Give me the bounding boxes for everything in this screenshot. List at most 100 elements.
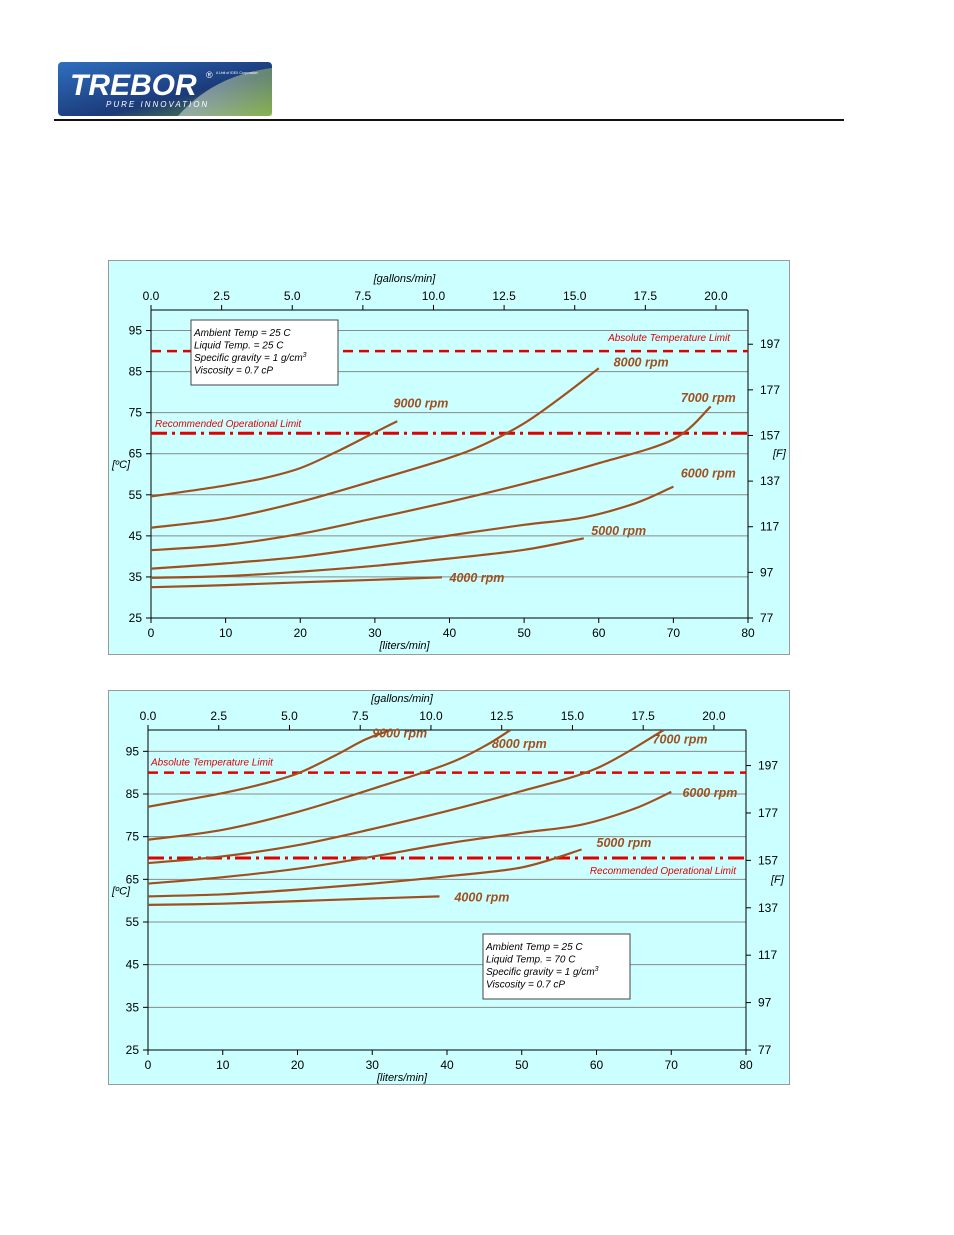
series-group bbox=[150, 367, 712, 589]
condition-note: Ambient Temp = 25 C bbox=[193, 328, 291, 339]
logo-registered: ® bbox=[206, 70, 213, 80]
logo-tagline: PURE INNOVATION bbox=[106, 100, 209, 109]
top-tick-label: 12.5 bbox=[492, 289, 516, 303]
y2-tick-label: 157 bbox=[758, 853, 778, 867]
x-tick-label: 30 bbox=[366, 1058, 380, 1072]
condition-note: Specific gravity = 1 g/cm3 bbox=[486, 966, 599, 978]
condition-note: Ambient Temp = 25 C bbox=[485, 942, 583, 953]
top-tick-label: 2.5 bbox=[213, 289, 230, 303]
series-label-5000-rpm: 5000 rpm bbox=[591, 524, 646, 538]
series-line-4000-rpm bbox=[150, 576, 443, 589]
x-tick-label: 60 bbox=[592, 626, 606, 640]
series-line-4000-rpm bbox=[148, 895, 440, 906]
series-line-8000-rpm bbox=[150, 367, 600, 529]
y2-tick-label: 137 bbox=[760, 474, 780, 488]
series-label-8000-rpm: 8000 rpm bbox=[614, 356, 669, 370]
condition-note: Viscosity = 0.7 cP bbox=[486, 980, 565, 991]
logo-wordmark: TREBOR bbox=[70, 69, 197, 102]
x-tick-label: 20 bbox=[291, 1058, 305, 1072]
x-tick-label: 50 bbox=[515, 1058, 529, 1072]
top-tick-label: 15.0 bbox=[561, 709, 585, 723]
condition-note: Liquid Temp. = 25 C bbox=[194, 341, 284, 352]
top-tick-label: 20.0 bbox=[704, 289, 728, 303]
conditions-box bbox=[482, 933, 631, 1000]
series-line-9000-rpm bbox=[148, 730, 392, 808]
top-tick-label: 0.0 bbox=[143, 289, 160, 303]
series-line-6000-rpm bbox=[150, 485, 674, 570]
y-tick-label: 25 bbox=[129, 611, 143, 625]
x-tick-label: 70 bbox=[667, 626, 681, 640]
y2-tick-label: 117 bbox=[758, 948, 777, 962]
condition-note: Specific gravity = 1 g/cm3 bbox=[194, 352, 307, 364]
y2-tick-label: 97 bbox=[760, 565, 774, 579]
x-tick-label: 20 bbox=[294, 626, 308, 640]
y2-tick-label: 157 bbox=[760, 428, 780, 442]
series-label-9000-rpm: 9000 rpm bbox=[372, 726, 427, 740]
series-line-8000-rpm bbox=[148, 730, 512, 841]
y2-tick-label: 177 bbox=[758, 806, 778, 820]
absolute-temperature-limit-label: Absolute Temperature Limit bbox=[150, 758, 274, 769]
top-tick-label: 12.5 bbox=[490, 709, 514, 723]
y2-tick-label: 197 bbox=[760, 337, 780, 351]
series-line-7000-rpm bbox=[150, 405, 712, 552]
y-tick-label: 55 bbox=[129, 488, 143, 502]
y2-tick-label: 77 bbox=[760, 611, 774, 625]
y2-tick-label: 77 bbox=[758, 1043, 772, 1057]
y-tick-label: 85 bbox=[126, 787, 140, 801]
y2-tick-label: 97 bbox=[758, 996, 772, 1010]
condition-note: Liquid Temp. = 70 C bbox=[486, 955, 576, 966]
top-tick-label: 17.5 bbox=[631, 709, 655, 723]
series-label-9000-rpm: 9000 rpm bbox=[394, 397, 449, 411]
y2-axis-label: [F] bbox=[770, 874, 785, 886]
top-tick-label: 20.0 bbox=[702, 709, 726, 723]
top-tick-label: 7.5 bbox=[355, 289, 372, 303]
top-tick-label: 2.5 bbox=[210, 709, 227, 723]
y-tick-label: 55 bbox=[126, 915, 140, 929]
y-tick-label: 95 bbox=[129, 324, 143, 338]
series-line-9000-rpm bbox=[150, 420, 398, 498]
y-tick-label: 65 bbox=[129, 447, 143, 461]
y2-axis-label: [F] bbox=[772, 448, 787, 460]
series-label-4000-rpm: 4000 rpm bbox=[453, 891, 509, 905]
x-axis-label: [liters/min] bbox=[378, 640, 430, 652]
chart-background bbox=[108, 690, 790, 1085]
top-tick-label: 10.0 bbox=[419, 709, 443, 723]
series-label-8000-rpm: 8000 rpm bbox=[492, 737, 547, 751]
top-tick-label: 15.0 bbox=[563, 289, 587, 303]
series-label-4000-rpm: 4000 rpm bbox=[449, 571, 505, 585]
x-tick-label: 0 bbox=[145, 1058, 152, 1072]
top-tick-label: 5.0 bbox=[284, 289, 301, 303]
y-tick-label: 35 bbox=[129, 570, 143, 584]
top-tick-label: 10.0 bbox=[422, 289, 446, 303]
recommended-operational-limit-label: Recommended Operational Limit bbox=[590, 866, 737, 877]
y-tick-label: 75 bbox=[126, 830, 140, 844]
series-label-7000-rpm: 7000 rpm bbox=[681, 391, 736, 405]
x-tick-label: 80 bbox=[741, 626, 755, 640]
y-axis-label: [ºC] bbox=[111, 459, 131, 471]
y-axis-label: [ºC] bbox=[111, 885, 131, 897]
y-tick-label: 45 bbox=[129, 529, 143, 543]
header-divider bbox=[54, 119, 844, 121]
x-tick-label: 10 bbox=[216, 1058, 230, 1072]
x-tick-label: 30 bbox=[368, 626, 382, 640]
y-tick-label: 35 bbox=[126, 1000, 140, 1014]
chart-liquid-70c: 25 35 45 55 65 75 85 95 0 10 20 30 40 50 60 70 80 0.0 2.5 5… bbox=[108, 690, 790, 1085]
y2-tick-label: 197 bbox=[758, 759, 778, 773]
series-line-6000-rpm bbox=[148, 790, 672, 885]
series-line-5000-rpm bbox=[148, 848, 582, 898]
x-tick-label: 70 bbox=[665, 1058, 679, 1072]
x-tick-label: 40 bbox=[443, 626, 457, 640]
x-tick-label: 40 bbox=[440, 1058, 454, 1072]
y-tick-label: 75 bbox=[129, 406, 143, 420]
y-tick-label: 85 bbox=[129, 365, 143, 379]
logo-subtext: A Unit of IDEX Corporation bbox=[216, 71, 258, 75]
top-tick-label: 17.5 bbox=[634, 289, 658, 303]
top-tick-label: 5.0 bbox=[281, 709, 298, 723]
y-tick-label: 25 bbox=[126, 1043, 140, 1057]
condition-note: Viscosity = 0.7 cP bbox=[194, 366, 273, 377]
recommended-operational-limit-label: Recommended Operational Limit bbox=[155, 419, 302, 430]
top-tick-label: 0.0 bbox=[140, 709, 157, 723]
top-tick-label: 7.5 bbox=[352, 709, 369, 723]
y2-tick-label: 177 bbox=[760, 383, 780, 397]
x-tick-label: 0 bbox=[148, 626, 155, 640]
